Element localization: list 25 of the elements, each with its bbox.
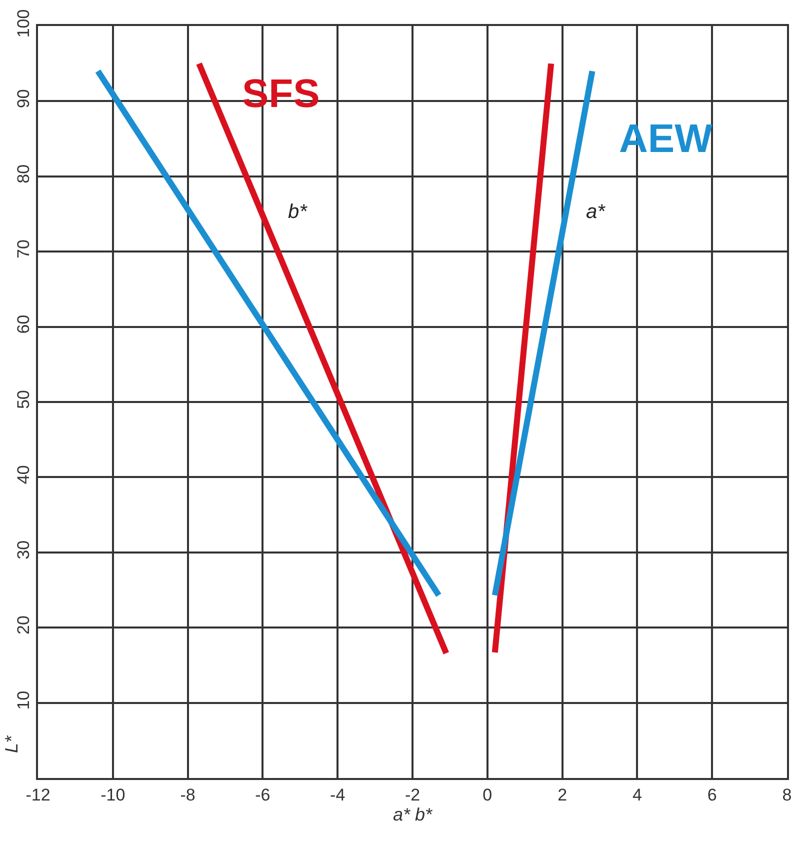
x-tick-label: -10 bbox=[100, 785, 126, 804]
x-tick-label: -8 bbox=[180, 785, 196, 804]
x-tick-label: -6 bbox=[255, 785, 270, 804]
x-tick-label: -4 bbox=[330, 785, 346, 804]
x-tick-label: -2 bbox=[404, 785, 420, 804]
annotation: a* bbox=[586, 201, 606, 223]
x-tick-label: 2 bbox=[558, 785, 568, 804]
y-tick-label: 70 bbox=[14, 240, 34, 259]
y-axis-title: L* bbox=[2, 734, 22, 753]
x-tick-label: -12 bbox=[26, 785, 50, 804]
y-tick-label: 60 bbox=[14, 314, 34, 334]
y-tick-label: 80 bbox=[14, 164, 34, 184]
x-axis-title: a* b* bbox=[392, 804, 434, 824]
y-tick-label: 100 bbox=[14, 9, 34, 38]
x-tick-label: 8 bbox=[782, 785, 792, 804]
y-tick-label: 50 bbox=[14, 390, 34, 409]
y-tick-label: 20 bbox=[14, 616, 34, 635]
y-tick-label: 10 bbox=[14, 690, 34, 710]
x-tick-label: 0 bbox=[482, 785, 492, 804]
x-tick-label: 4 bbox=[632, 785, 642, 804]
x-tick-label: 6 bbox=[707, 785, 717, 804]
y-tick-label: 30 bbox=[14, 540, 34, 560]
y-tick-label: 90 bbox=[14, 89, 34, 108]
y-tick-label: 40 bbox=[14, 465, 34, 484]
annotation: b* bbox=[288, 201, 308, 223]
